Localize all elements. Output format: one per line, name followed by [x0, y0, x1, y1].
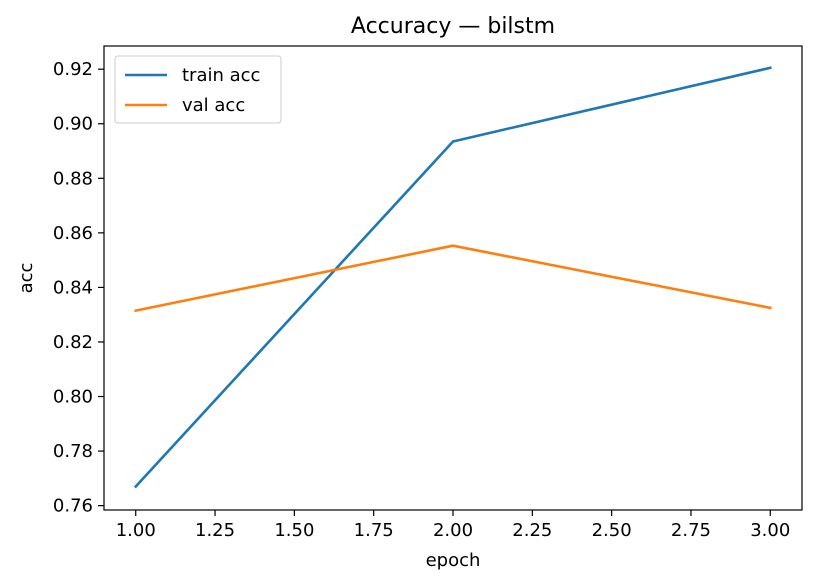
y-tick-label: 0.90 [53, 114, 93, 135]
y-tick-label: 0.82 [53, 332, 93, 353]
y-axis-label: acc [16, 263, 37, 294]
chart-title: Accuracy — bilstm [351, 14, 555, 39]
x-tick-label: 2.75 [671, 520, 711, 541]
legend: train acc val acc [114, 55, 282, 124]
x-tick-label: 2.25 [512, 520, 552, 541]
y-tick-label: 0.88 [53, 168, 93, 189]
y-tick-label: 0.78 [53, 441, 93, 462]
x-tick-label: 2.00 [433, 520, 473, 541]
y-tick-label: 0.84 [53, 277, 93, 298]
legend-label-0: train acc [182, 65, 260, 86]
x-tick-label: 1.75 [354, 520, 394, 541]
legend-label-1: val acc [182, 95, 245, 116]
x-axis-ticks: 1.00 1.25 1.50 1.75 2.00 2.25 2.50 2.75 3.00 [116, 510, 790, 541]
x-tick-label: 2.50 [592, 520, 632, 541]
series-line-0 [133, 66, 772, 489]
x-tick-label: 1.50 [274, 520, 314, 541]
series-layer [133, 66, 772, 489]
x-tick-label: 3.00 [750, 520, 790, 541]
x-tick-label: 1.25 [195, 520, 235, 541]
y-tick-label: 0.76 [53, 496, 93, 517]
x-axis-label: epoch [426, 550, 481, 571]
y-tick-label: 0.92 [53, 59, 93, 80]
y-tick-label: 0.86 [53, 223, 93, 244]
plot-frame [103, 45, 803, 511]
x-tick-label: 1.00 [116, 520, 156, 541]
y-axis-ticks: 0.76 0.78 0.80 0.82 0.84 0.86 0.88 0.90 0.92 [53, 59, 104, 517]
y-tick-label: 0.80 [53, 387, 93, 408]
series-line-1 [134, 244, 772, 313]
